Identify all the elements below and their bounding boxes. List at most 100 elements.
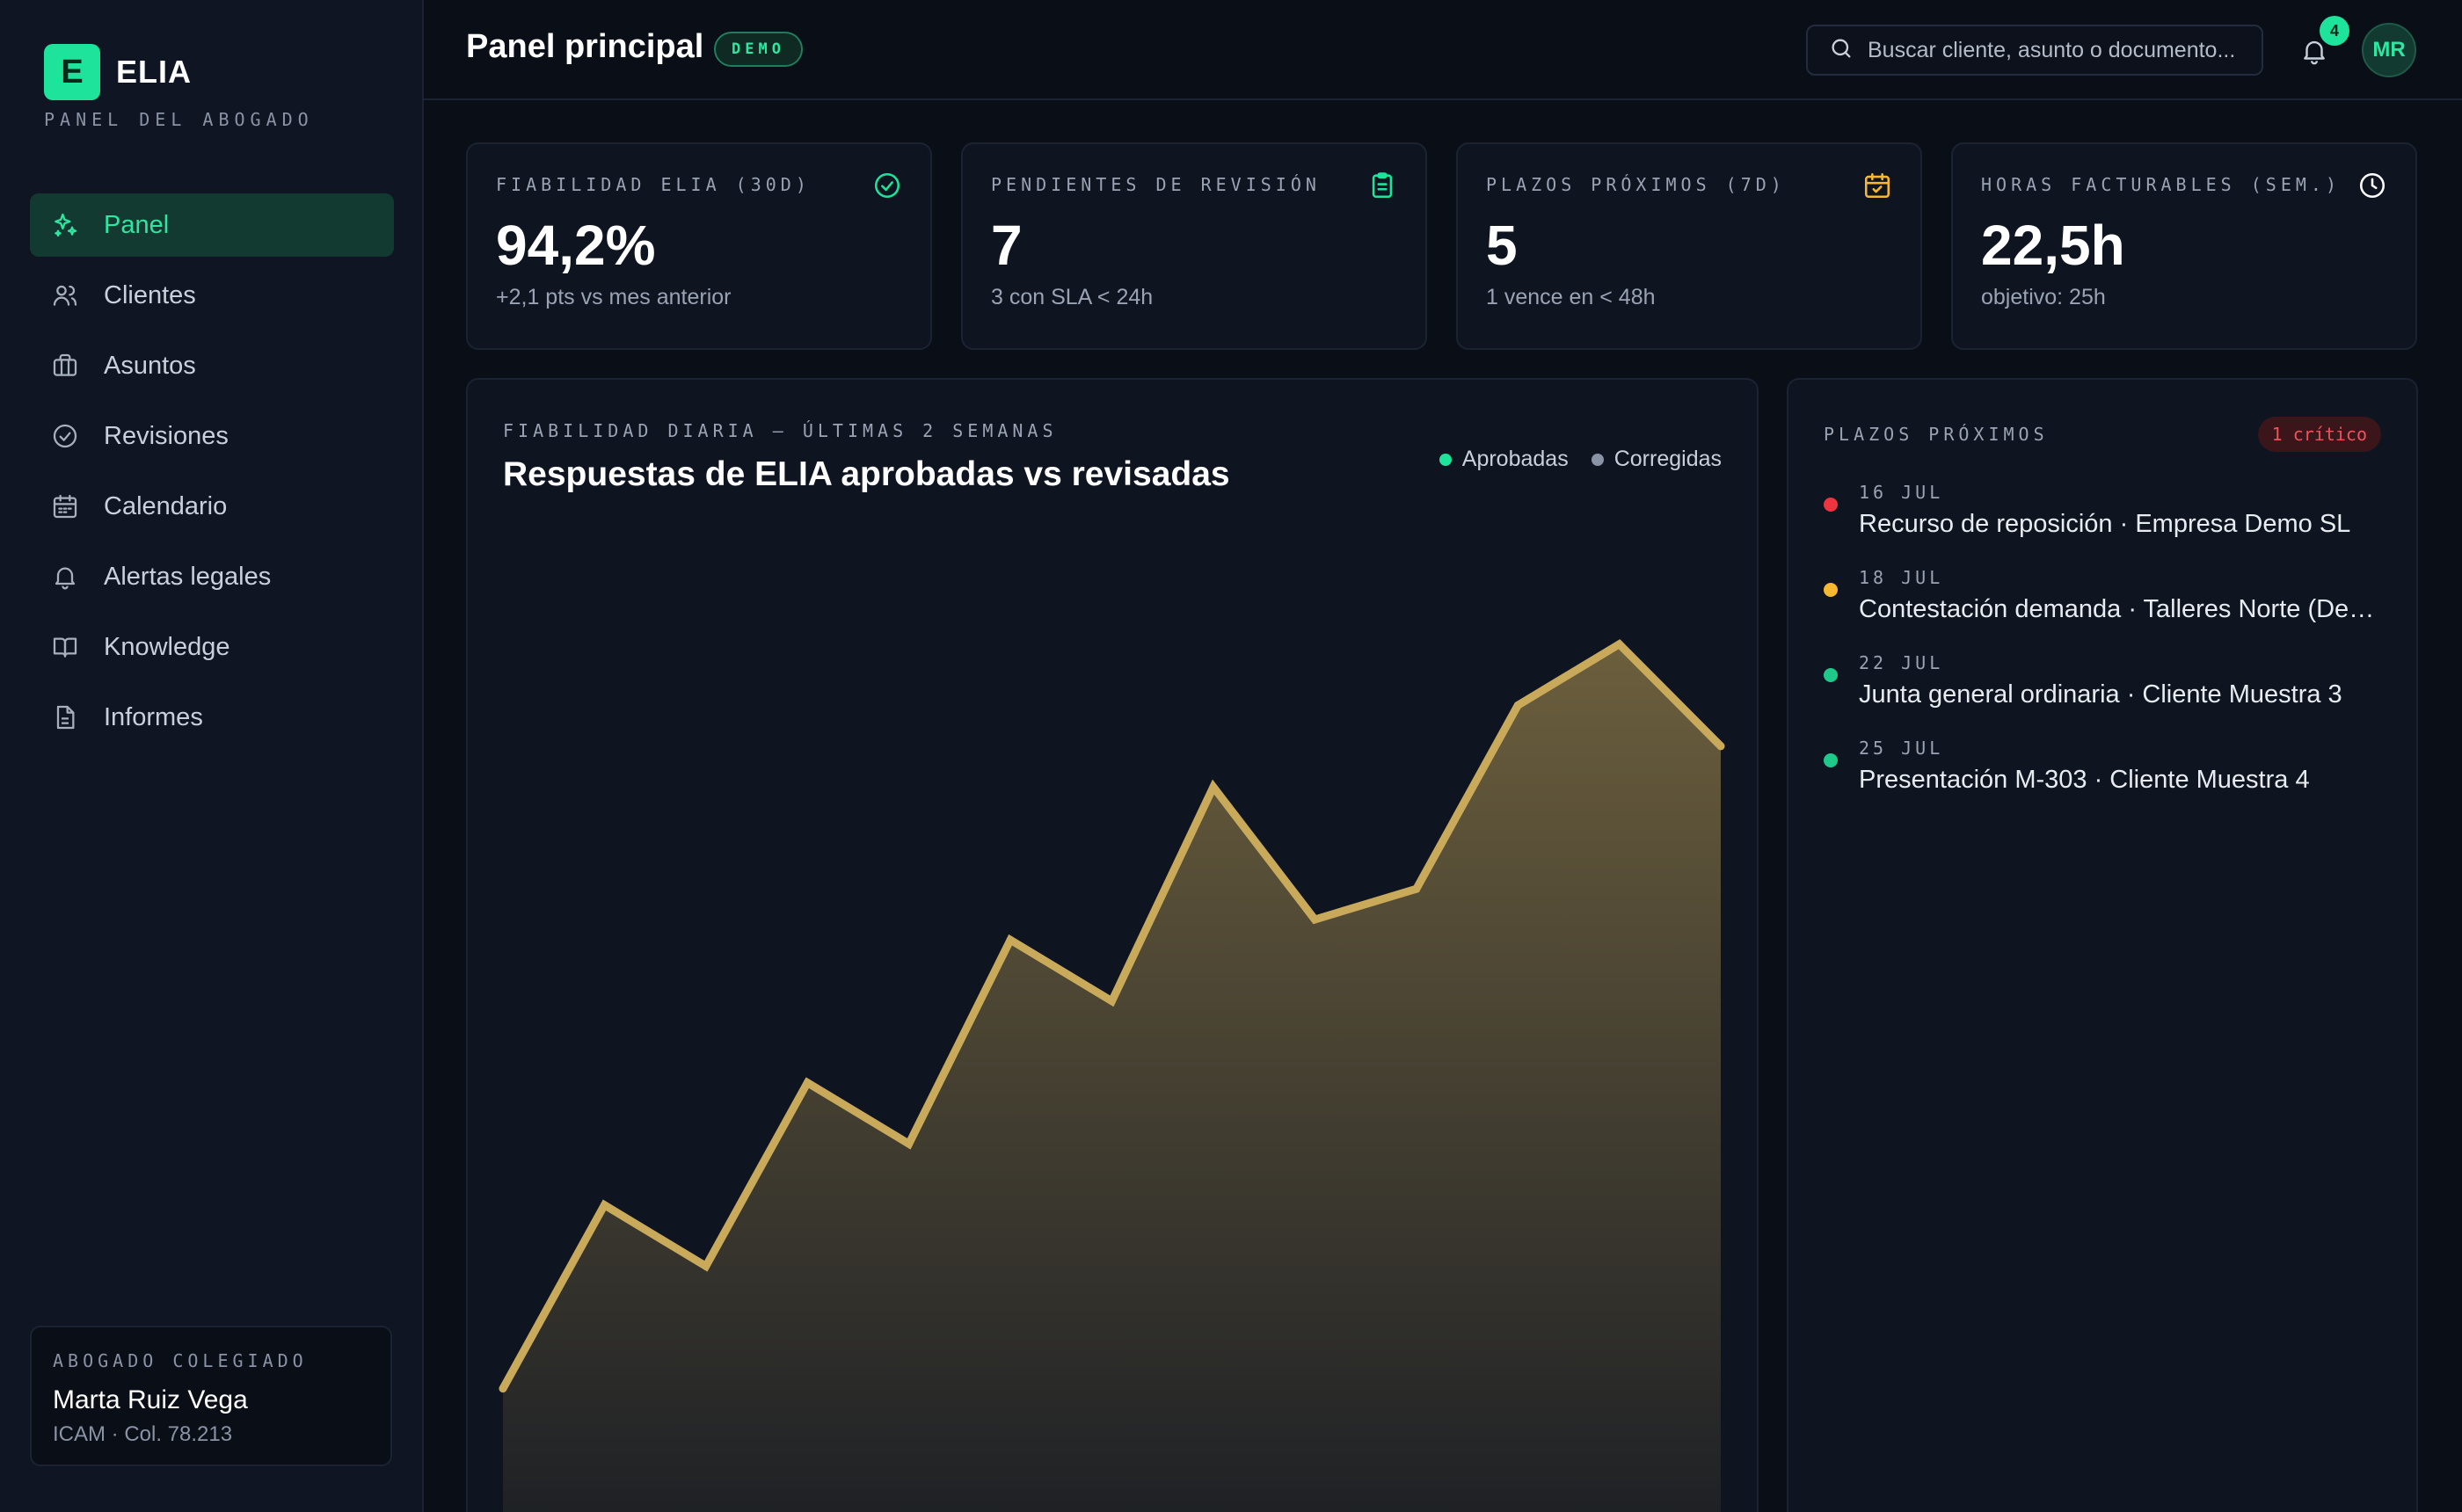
critical-badge: 1 crítico bbox=[2257, 417, 2381, 452]
sidebar-item-panel[interactable]: Panel bbox=[30, 193, 394, 257]
calendar-icon bbox=[49, 491, 81, 522]
deadlines-panel: PLAZOS PRÓXIMOS 1 crítico 16 JUL Recurso… bbox=[1787, 378, 2418, 1512]
deadline-date: 22 JUL bbox=[1859, 652, 1944, 673]
kpi-card-fiabilidad[interactable]: FIABILIDAD ELIA (30D) 94,2% +2,1 pts vs … bbox=[466, 142, 932, 350]
deadline-date: 18 JUL bbox=[1859, 567, 1944, 588]
list-item[interactable]: 18 JUL Contestación demanda · Talleres N… bbox=[1824, 567, 2386, 652]
bell-icon bbox=[2304, 40, 2325, 65]
sidebar-item-label: Asuntos bbox=[104, 351, 196, 380]
chart-eyebrow: FIABILIDAD DIARIA — ÚLTIMAS 2 SEMANAS bbox=[503, 420, 1058, 441]
topbar: Panel principal DEMO 4 MR bbox=[424, 0, 2462, 100]
kpi-label: FIABILIDAD ELIA (30D) bbox=[496, 174, 811, 195]
sidebar-item-informes[interactable]: Informes bbox=[30, 686, 394, 749]
sidebar-item-revisiones[interactable]: Revisiones bbox=[30, 404, 394, 468]
chart-legend: Aprobadas Corregidas bbox=[1417, 447, 1722, 472]
page-title: Panel principal bbox=[466, 28, 704, 65]
chart-point-9 bbox=[1412, 884, 1421, 893]
status-dot bbox=[1824, 583, 1838, 597]
chart-point-3 bbox=[803, 1079, 812, 1087]
user-name: Marta Ruiz Vega bbox=[53, 1385, 248, 1414]
deadline-text: Recurso de reposición · Empresa Demo SL bbox=[1859, 510, 2351, 538]
deadlines-list: 16 JUL Recurso de reposición · Empresa D… bbox=[1824, 482, 2386, 823]
chart-point-5 bbox=[1006, 935, 1015, 944]
kpi-label: PENDIENTES DE REVISIÓN bbox=[991, 174, 1321, 195]
users-icon bbox=[49, 280, 81, 311]
sidebar-item-label: Informes bbox=[104, 702, 203, 731]
calendar-check-icon bbox=[1862, 171, 1894, 202]
sidebar-item-alertas[interactable]: Alertas legales bbox=[30, 545, 394, 608]
book-icon bbox=[49, 631, 81, 663]
kpi-value: 94,2% bbox=[496, 214, 656, 277]
deadline-text: Presentación M-303 · Cliente Muestra 4 bbox=[1859, 766, 2310, 794]
kpi-card-pendientes[interactable]: PENDIENTES DE REVISIÓN 7 3 con SLA < 24h bbox=[961, 142, 1427, 350]
legend-item-aprobadas[interactable]: Aprobadas bbox=[1439, 447, 1569, 472]
chart-point-12 bbox=[1716, 742, 1725, 751]
reliability-chart bbox=[499, 639, 1725, 1512]
reliability-chart-panel: FIABILIDAD DIARIA — ÚLTIMAS 2 SEMANAS Re… bbox=[466, 378, 1759, 1512]
sidebar-item-knowledge[interactable]: Knowledge bbox=[30, 615, 394, 679]
sidebar-item-label: Calendario bbox=[104, 491, 228, 520]
brand-name: ELIA bbox=[116, 54, 193, 90]
briefcase-icon bbox=[49, 350, 81, 382]
brand-logo: E bbox=[44, 44, 100, 100]
deadline-text: Junta general ordinaria · Cliente Muestr… bbox=[1859, 680, 2342, 709]
chart-title: Respuestas de ELIA aprobadas vs revisada… bbox=[503, 455, 1230, 493]
sidebar-item-label: Panel bbox=[104, 210, 170, 239]
deadline-date: 16 JUL bbox=[1859, 482, 1944, 503]
notifications-button[interactable] bbox=[2295, 32, 2334, 70]
kpi-value: 5 bbox=[1486, 214, 1518, 277]
chart-point-1 bbox=[600, 1201, 608, 1210]
kpi-value: 7 bbox=[991, 214, 1023, 277]
bell-icon bbox=[49, 561, 81, 592]
kpi-card-horas[interactable]: HORAS FACTURABLES (SEM.) 22,5h objetivo:… bbox=[1951, 142, 2417, 350]
sidebar-item-label: Alertas legales bbox=[104, 562, 272, 591]
chart-area-fill bbox=[503, 643, 1721, 1512]
chart-point-8 bbox=[1310, 915, 1319, 924]
clipboard-icon bbox=[1367, 171, 1399, 202]
search-box[interactable] bbox=[1806, 25, 2263, 76]
sidebar-item-clientes[interactable]: Clientes bbox=[30, 264, 394, 327]
deadlines-title: PLAZOS PRÓXIMOS bbox=[1824, 424, 2049, 445]
sparkles-icon bbox=[49, 209, 81, 241]
user-role: ABOGADO COLEGIADO bbox=[53, 1350, 308, 1371]
legend-label: Corregidas bbox=[1613, 447, 1722, 471]
chart-point-6 bbox=[1108, 997, 1116, 1006]
list-item[interactable]: 25 JUL Presentación M-303 · Cliente Mues… bbox=[1824, 738, 2386, 823]
kpi-subtext: objetivo: 25h bbox=[1981, 285, 2106, 309]
deadline-text: Contestación demanda · Talleres Norte (D… bbox=[1859, 595, 2386, 623]
sidebar-item-label: Revisiones bbox=[104, 421, 229, 450]
deadline-date: 25 JUL bbox=[1859, 738, 1944, 759]
brand[interactable]: E ELIA bbox=[44, 44, 192, 100]
kpi-subtext: 3 con SLA < 24h bbox=[991, 285, 1154, 309]
sidebar-item-asuntos[interactable]: Asuntos bbox=[30, 334, 394, 397]
legend-item-corregidas[interactable]: Corregidas bbox=[1591, 447, 1722, 472]
kpi-card-plazos[interactable]: PLAZOS PRÓXIMOS (7D) 5 1 vence en < 48h bbox=[1456, 142, 1922, 350]
check-circle-icon bbox=[872, 171, 904, 202]
chart-point-0 bbox=[499, 1385, 507, 1393]
kpi-subtext: +2,1 pts vs mes anterior bbox=[496, 285, 732, 309]
avatar[interactable]: MR bbox=[2362, 23, 2416, 77]
legend-label: Aprobadas bbox=[1461, 447, 1569, 471]
chart-point-11 bbox=[1615, 640, 1624, 649]
status-dot bbox=[1824, 753, 1838, 767]
kpi-subtext: 1 vence en < 48h bbox=[1486, 285, 1656, 309]
sidebar-item-calendario[interactable]: Calendario bbox=[30, 475, 394, 538]
search-input[interactable] bbox=[1868, 37, 2254, 63]
sidebar-item-label: Clientes bbox=[104, 280, 196, 309]
chart-point-10 bbox=[1513, 701, 1522, 709]
notification-count-badge: 4 bbox=[2320, 16, 2349, 46]
kpi-label: PLAZOS PRÓXIMOS (7D) bbox=[1486, 174, 1786, 195]
kpi-label: HORAS FACTURABLES (SEM.) bbox=[1981, 174, 2341, 195]
chart-point-2 bbox=[702, 1261, 710, 1270]
sidebar: E ELIA PANEL DEL ABOGADO Panel Clientes … bbox=[0, 0, 424, 1512]
demo-badge: DEMO bbox=[714, 32, 803, 67]
check-circle-icon bbox=[49, 420, 81, 452]
list-item[interactable]: 22 JUL Junta general ordinaria · Cliente… bbox=[1824, 652, 2386, 738]
status-dot bbox=[1824, 498, 1838, 512]
list-item[interactable]: 16 JUL Recurso de reposición · Empresa D… bbox=[1824, 482, 2386, 567]
clock-icon bbox=[2357, 171, 2389, 202]
legend-dot bbox=[1439, 453, 1452, 466]
user-meta: ICAM · Col. 78.213 bbox=[53, 1422, 233, 1446]
chart-points bbox=[499, 640, 1725, 1393]
user-card[interactable]: ABOGADO COLEGIADO Marta Ruiz Vega ICAM ·… bbox=[30, 1326, 392, 1466]
